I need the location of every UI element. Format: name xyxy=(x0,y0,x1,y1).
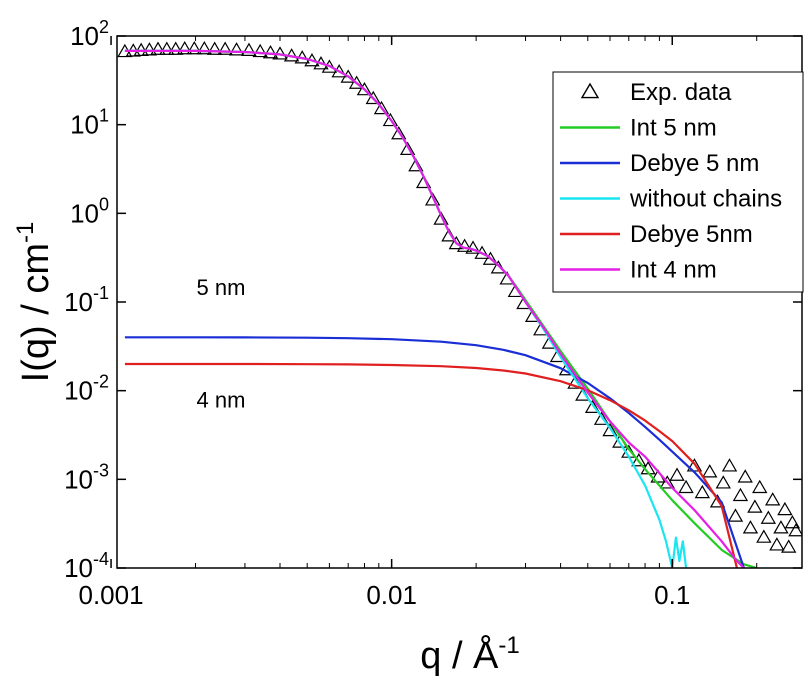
x-tick-label: 0.1 xyxy=(654,580,690,610)
legend-item: Exp. data xyxy=(580,79,732,106)
data-point xyxy=(382,112,399,127)
data-point xyxy=(433,211,449,225)
data-point xyxy=(742,520,759,534)
legend-item: Debye 5 nm xyxy=(560,150,759,177)
data-point xyxy=(391,126,407,140)
data-point xyxy=(365,90,381,105)
data-point xyxy=(678,479,694,494)
series-line-4 xyxy=(124,362,738,568)
data-point xyxy=(356,81,373,96)
legend-marker xyxy=(580,82,600,99)
data-point xyxy=(732,487,749,502)
data-point xyxy=(721,458,738,472)
legend-label: Debye 5nm xyxy=(630,221,753,248)
series-line-2 xyxy=(124,336,745,568)
data-point xyxy=(669,467,685,481)
y-tick-label: 102 xyxy=(70,17,109,51)
data-point xyxy=(228,42,245,56)
data-point xyxy=(252,43,268,58)
data-point xyxy=(168,41,184,55)
legend: Exp. data Int 5 nm Debye 5 nm without chain… xyxy=(552,71,804,293)
data-point xyxy=(765,492,781,506)
legend-item: Debye 5nm xyxy=(560,221,753,248)
data-point xyxy=(150,41,166,55)
data-point xyxy=(777,501,793,516)
annotation-label: 4 nm xyxy=(197,387,246,412)
data-point xyxy=(196,40,213,55)
y-tick-label: 10-2 xyxy=(64,372,109,406)
legend-item: Int 4 nm xyxy=(560,257,717,284)
data-point xyxy=(321,59,338,73)
data-point xyxy=(747,499,763,513)
data-point xyxy=(694,484,711,499)
legend-label: Int 5 nm xyxy=(630,115,717,142)
data-point xyxy=(399,141,416,155)
data-point xyxy=(448,235,465,250)
data-point xyxy=(631,453,647,467)
y-tick-label: 10-3 xyxy=(64,460,109,494)
x-tick-label: 0.01 xyxy=(366,580,417,610)
series-group xyxy=(117,40,802,568)
y-axis-title: I(q) / cm-1 xyxy=(12,222,57,383)
data-point xyxy=(186,40,202,55)
legend-label: Exp. data xyxy=(630,79,732,106)
y-tick-label: 10-4 xyxy=(64,549,109,583)
data-point xyxy=(177,40,193,55)
annotation-label: 5 nm xyxy=(197,275,246,300)
data-point xyxy=(760,510,777,524)
data-point xyxy=(788,523,802,537)
x-tick-label: 0.001 xyxy=(79,580,144,610)
data-point xyxy=(702,464,718,478)
legend-item: Int 5 nm xyxy=(560,115,717,142)
data-point xyxy=(262,44,279,59)
legend-label: without chains xyxy=(629,186,782,213)
data-point xyxy=(373,100,390,115)
data-point xyxy=(737,469,753,483)
data-point xyxy=(602,422,618,437)
y-tick-label: 100 xyxy=(70,194,109,228)
data-point xyxy=(482,251,499,265)
data-point xyxy=(593,411,610,425)
data-point xyxy=(727,508,744,522)
data-point xyxy=(241,42,257,57)
series-line-5 xyxy=(124,49,745,568)
data-point xyxy=(784,515,801,529)
data-point xyxy=(159,41,175,55)
data-point xyxy=(490,260,507,274)
y-axis: 102 101 100 10-1 10-2 10-3 10-4 xyxy=(64,17,802,583)
data-point xyxy=(133,42,149,57)
legend-box xyxy=(552,71,804,293)
data-point xyxy=(348,75,365,89)
data-point xyxy=(773,520,789,534)
data-point xyxy=(756,529,772,543)
data-point xyxy=(217,41,233,55)
data-point xyxy=(141,42,158,56)
data-point xyxy=(424,192,441,206)
legend-label: Int 4 nm xyxy=(630,257,717,284)
data-point xyxy=(659,475,675,489)
x-axis: 0.001 0.01 0.1 xyxy=(79,36,758,610)
legend-label: Debye 5 nm xyxy=(630,150,759,177)
annotations: 5 nm 4 nm xyxy=(197,275,246,412)
y-tick-label: 101 xyxy=(70,106,109,140)
data-point xyxy=(465,240,481,254)
data-point xyxy=(331,64,347,78)
y-tick-label: 10-1 xyxy=(64,283,109,317)
data-point xyxy=(752,479,768,494)
data-point xyxy=(715,475,731,489)
data-point xyxy=(769,537,785,551)
x-axis-title: q / Å-1 xyxy=(420,632,520,677)
data-point xyxy=(408,158,424,172)
data-point xyxy=(584,399,601,414)
data-point xyxy=(340,69,356,83)
data-point xyxy=(206,41,223,55)
legend-item: without chains xyxy=(560,186,782,213)
data-point xyxy=(781,539,797,553)
